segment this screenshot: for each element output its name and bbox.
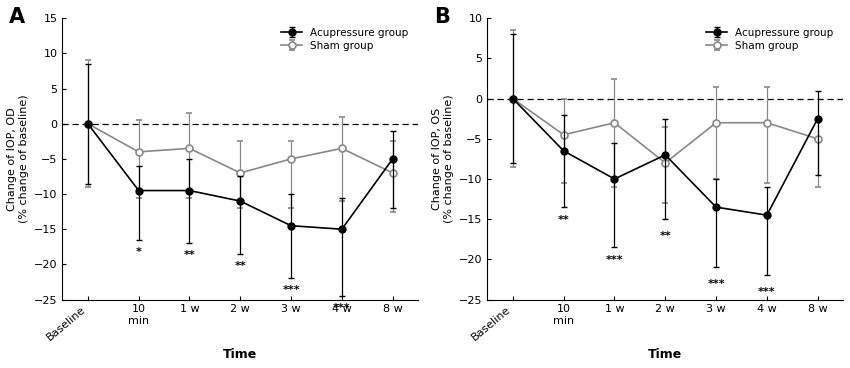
Text: **: **: [660, 231, 672, 241]
X-axis label: Time: Time: [649, 348, 683, 361]
Text: **: **: [184, 250, 196, 260]
Text: ***: ***: [333, 303, 351, 313]
Text: *: *: [136, 247, 142, 257]
Legend: Acupressure group, Sham group: Acupressure group, Sham group: [702, 24, 838, 55]
Text: **: **: [235, 261, 246, 271]
Text: B: B: [434, 7, 450, 27]
Text: ***: ***: [282, 286, 300, 296]
Text: ***: ***: [606, 255, 623, 265]
Text: ***: ***: [707, 279, 725, 290]
Text: **: **: [558, 215, 570, 225]
Text: A: A: [9, 7, 26, 27]
X-axis label: Time: Time: [224, 348, 258, 361]
Y-axis label: Change of IOP, OS
(% change of baseline): Change of IOP, OS (% change of baseline): [432, 95, 454, 223]
Y-axis label: Change of IOP, OD
(% change of baseline): Change of IOP, OD (% change of baseline): [7, 95, 29, 223]
Legend: Acupressure group, Sham group: Acupressure group, Sham group: [277, 24, 413, 55]
Text: ***: ***: [758, 287, 776, 297]
